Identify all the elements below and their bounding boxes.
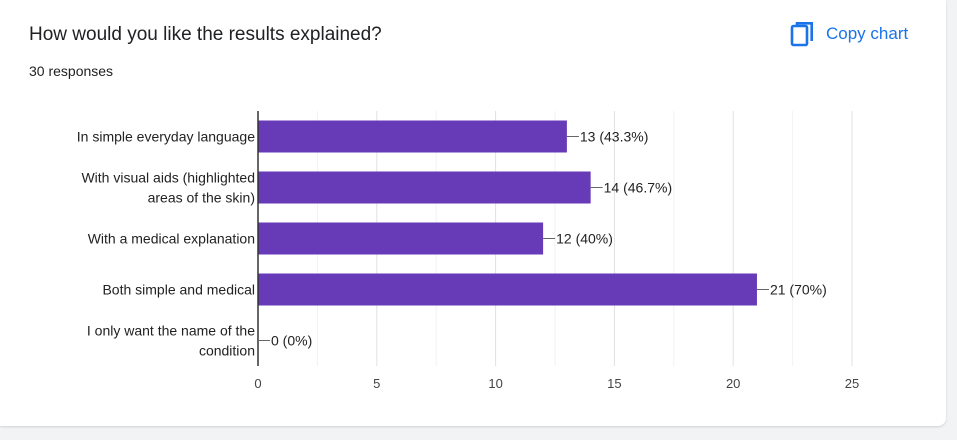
data-label: 0 (0%) (271, 333, 312, 349)
category-label: Both simple and medical (102, 282, 255, 298)
data-label: 13 (43.3%) (580, 129, 648, 145)
copy-icon (790, 22, 813, 47)
bar (258, 120, 567, 153)
x-tick-label: 0 (254, 376, 261, 391)
data-label: 14 (46.7%) (604, 180, 672, 196)
x-tick-label: 25 (845, 376, 859, 391)
bar-chart: 0 5 10 15 20 25 In simple everyday language 13 … (77, 111, 859, 391)
category-label: areas of the skin) (148, 190, 255, 206)
category-label: In simple everyday language (77, 129, 255, 145)
x-tick-label: 5 (373, 376, 380, 391)
x-tick-label: 20 (726, 376, 740, 391)
bar (258, 222, 544, 255)
copy-chart-button[interactable]: Copy chart (790, 18, 908, 50)
bar (258, 171, 591, 204)
data-label: 12 (40%) (556, 231, 613, 247)
category-label: I only want the name of the (87, 323, 255, 339)
data-label: 21 (70%) (770, 282, 827, 298)
category-label: With a medical explanation (88, 231, 255, 247)
category-label: condition (199, 343, 255, 359)
category-label: With visual aids (highlighted (81, 170, 255, 186)
copy-chart-label: Copy chart (826, 24, 909, 43)
response-count: 30 responses (29, 63, 114, 79)
x-tick-label: 10 (488, 376, 502, 391)
x-tick-label: 15 (607, 376, 621, 391)
bar (258, 273, 757, 306)
chart-title: How would you like the results explained… (29, 24, 382, 45)
chart-card: How would you like the results explained… (0, 0, 946, 426)
